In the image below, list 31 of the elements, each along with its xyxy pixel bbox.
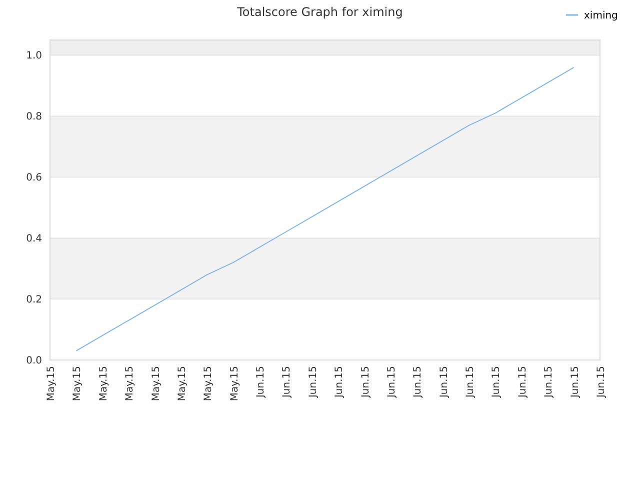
- x-tick-label: May.15: [46, 366, 57, 402]
- x-tick-label: Jun.15: [491, 366, 502, 399]
- x-tick-label: Jun.15: [386, 366, 398, 399]
- x-tick-label: Jun.15: [596, 366, 607, 399]
- x-tick-label: May.15: [72, 366, 84, 402]
- x-tick-label: May.15: [98, 366, 110, 402]
- x-tick-label: Jun.15: [334, 366, 346, 399]
- y-tick-label: 0.6: [26, 172, 42, 184]
- x-tick-label: May.15: [150, 366, 162, 402]
- x-tick-label: Jun.15: [360, 366, 372, 399]
- x-tick-label: Jun.15: [544, 366, 555, 399]
- y-tick-label: 0.2: [26, 294, 42, 306]
- x-tick-label: Jun.15: [256, 366, 267, 399]
- x-tick-label: Jun.15: [438, 366, 450, 399]
- x-tick-label: Jun.15: [517, 366, 528, 399]
- x-tick-label: May.15: [176, 366, 188, 402]
- chart-title: Totalscore Graph for ximing: [236, 5, 403, 19]
- x-tick-label: Jun.15: [465, 366, 476, 399]
- y-tick-label: 0.0: [26, 356, 42, 366]
- legend-label: ximing: [584, 10, 618, 22]
- line-series: [76, 66, 574, 352]
- x-tick-label: May.15: [124, 366, 136, 402]
- y-tick-label: 0.8: [26, 112, 42, 123]
- x-tick-label: May.15: [203, 366, 214, 402]
- x-tick-label: Jun.15: [412, 366, 424, 399]
- y-tick-label: 1.0: [26, 50, 42, 62]
- x-tick-label: May.15: [229, 366, 240, 402]
- y-tick-label: 0.4: [26, 234, 42, 245]
- x-tick-label: Jun.15: [282, 366, 293, 399]
- x-tick-label: Jun.15: [570, 366, 581, 399]
- x-tick-label: Jun.15: [308, 366, 319, 399]
